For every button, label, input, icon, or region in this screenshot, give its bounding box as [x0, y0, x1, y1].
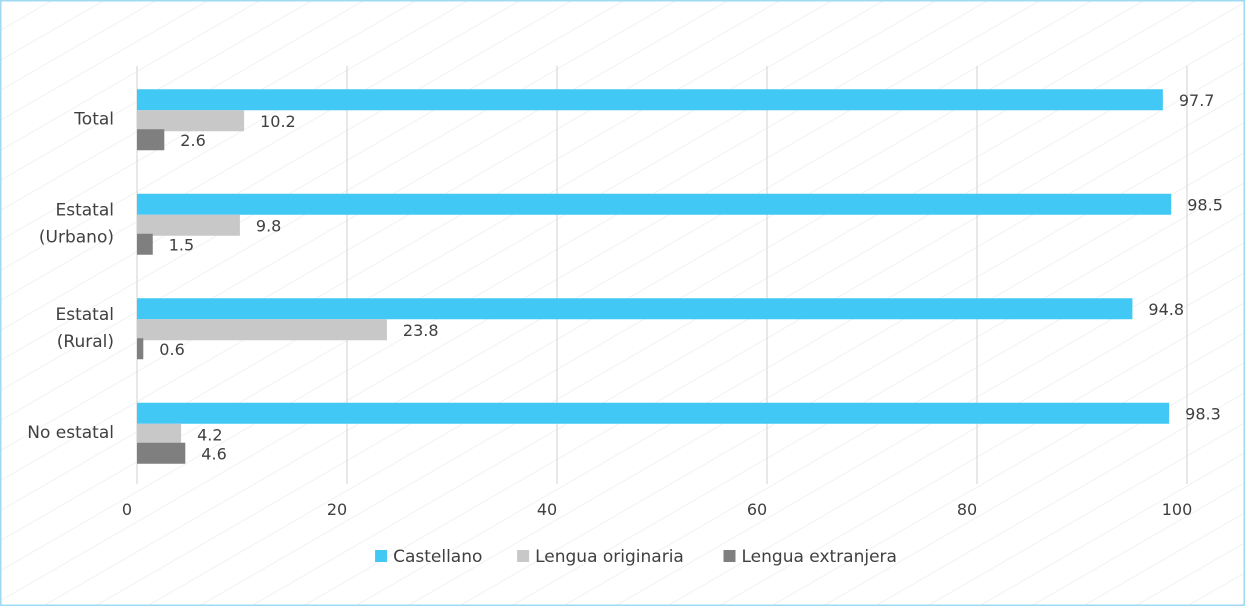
bar-lengua-originaria-no-estatal [137, 423, 182, 445]
legend-swatch-lengua-originaria [517, 550, 530, 562]
data-label-lengua-originaria-estatal-rural: 23.8 [403, 321, 439, 340]
bar-lengua-extranjera-estatal-rural [137, 338, 144, 360]
data-label-lengua-originaria-estatal-urbano: 9.8 [256, 216, 281, 235]
x-tick-label-80: 80 [957, 500, 977, 519]
category-label-estatal-rural-line-1: Estatal [56, 305, 115, 325]
data-label-lengua-originaria-no-estatal: 4.2 [197, 425, 222, 444]
legend-label-lengua-originaria: Lengua originaria [535, 547, 684, 567]
bar-lengua-extranjera-no-estatal [137, 442, 186, 464]
x-tick-label-0: 0 [122, 500, 132, 519]
data-label-lengua-extranjera-estatal-rural: 0.6 [159, 340, 184, 359]
bar-lengua-originaria-estatal-rural [137, 319, 387, 341]
bar-castellano-estatal-rural [137, 298, 1133, 320]
category-label-estatal-urbano-line-2: (Urbano) [39, 227, 114, 247]
data-label-castellano-estatal-rural: 94.8 [1148, 300, 1184, 319]
category-label-estatal-rural-line-2: (Rural) [57, 332, 114, 352]
bar-lengua-originaria-total [137, 110, 245, 132]
x-tick-label-40: 40 [537, 500, 557, 519]
bar-castellano-no-estatal [137, 402, 1170, 424]
category-label-no-estatal: No estatal [27, 423, 114, 443]
bar-lengua-extranjera-total [137, 129, 165, 151]
category-label-total: Total [73, 109, 114, 129]
data-label-lengua-extranjera-estatal-urbano: 1.5 [169, 235, 194, 254]
legend: Castellano Lengua originaria Lengua extran… [375, 547, 897, 567]
category-label-estatal-urbano-line-1: Estatal [56, 200, 115, 220]
data-label-castellano-estatal-urbano: 98.5 [1187, 195, 1223, 214]
data-label-lengua-extranjera-total: 2.6 [180, 131, 205, 150]
bar-castellano-total [137, 89, 1163, 111]
x-tick-label-100: 100 [1162, 500, 1193, 519]
legend-label-lengua-extranjera: Lengua extranjera [742, 547, 897, 567]
data-label-lengua-originaria-total: 10.2 [260, 112, 296, 131]
legend-swatch-castellano [375, 550, 388, 562]
data-label-lengua-extranjera-no-estatal: 4.6 [201, 444, 226, 463]
bar-castellano-estatal-urbano [137, 193, 1172, 215]
bar-lengua-originaria-estatal-urbano [137, 214, 240, 236]
bar-lengua-extranjera-estatal-urbano [137, 233, 153, 255]
data-label-castellano-total: 97.7 [1179, 91, 1215, 110]
legend-swatch-lengua-extranjera [723, 550, 736, 562]
data-label-castellano-no-estatal: 98.3 [1185, 404, 1221, 423]
bars [137, 89, 1172, 464]
x-tick-label-20: 20 [327, 500, 347, 519]
x-tick-label-60: 60 [747, 500, 767, 519]
labels: 0 20 40 60 80 100 97.7 10.2 2.6 Total 98.5 9.8 1.5 Es… [27, 91, 1223, 519]
legend-label-castellano: Castellano [393, 547, 482, 567]
